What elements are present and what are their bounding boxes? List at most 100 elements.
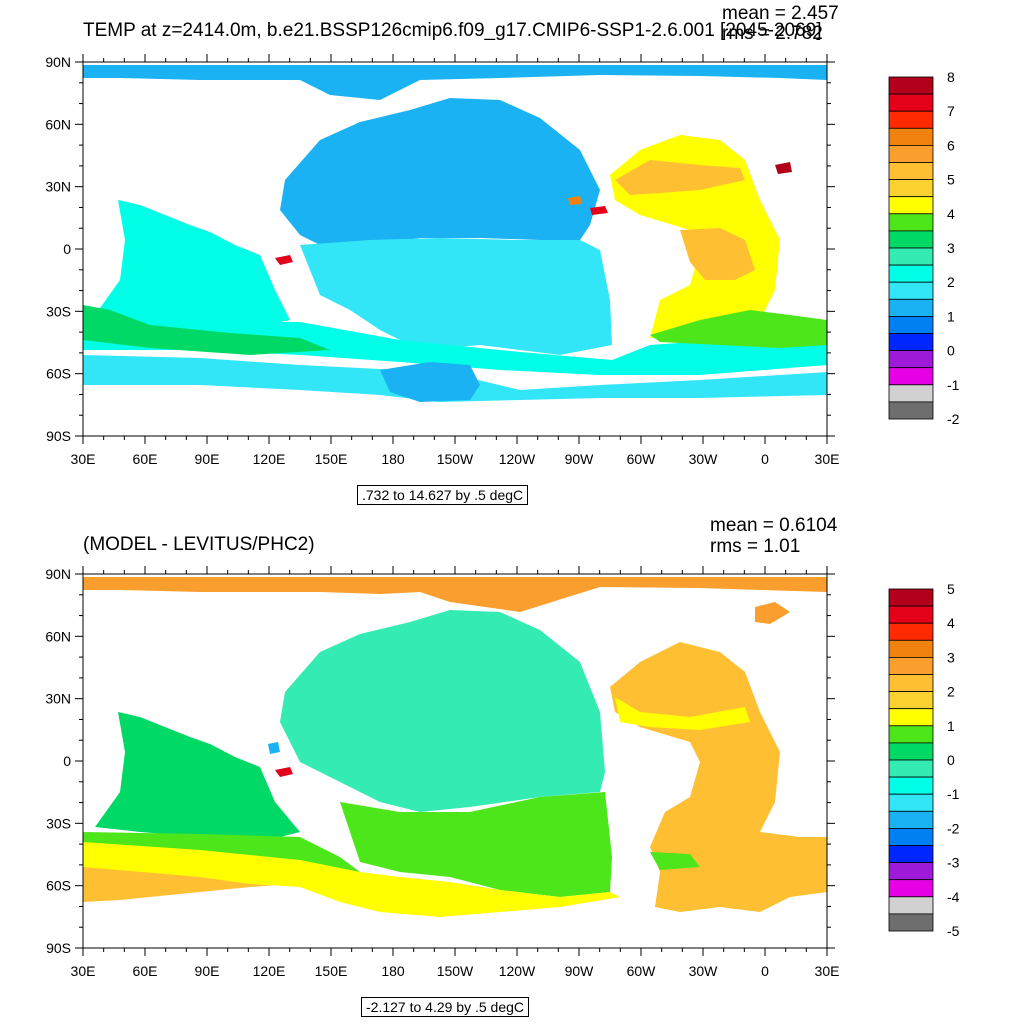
top-atlantic-north	[615, 160, 745, 195]
colorbar-swatch	[888, 264, 934, 283]
colorbar-swatch	[888, 179, 934, 198]
colorbar-swatch	[888, 162, 934, 181]
top-red-patch-3	[775, 162, 792, 174]
colorbar-swatch	[888, 76, 934, 95]
bottom-panel-title: (MODEL - LEVITUS/PHC2)	[83, 534, 315, 555]
colorbar-label: 6	[947, 137, 955, 153]
lon-tick-label: 150E	[315, 451, 348, 467]
colorbar-swatch	[888, 144, 934, 163]
colorbar-swatch	[888, 333, 934, 352]
top-red-patch-1	[275, 255, 293, 265]
colorbar-swatch	[888, 827, 934, 846]
colorbar-swatch	[888, 913, 934, 932]
bottom-arctic-ocean	[83, 577, 827, 612]
colorbar-label: 8	[947, 69, 955, 85]
bottom-southern-green-patch	[650, 852, 700, 870]
colorbar-label: -4	[947, 889, 960, 905]
colorbar-swatch	[888, 588, 934, 607]
bottom-orange-patch	[755, 602, 790, 624]
bottom-map-plot: 90N 60N 30N 0 30S 60S 90S 30E 60E 90E 120E 150E 180…	[45, 566, 960, 979]
top-blue-patch	[380, 362, 480, 402]
lon-tick-label: 90W	[565, 963, 595, 979]
colorbar-label: -5	[947, 923, 960, 939]
bottom-blue-patch	[268, 742, 280, 754]
colorbar-swatch	[888, 605, 934, 624]
lon-tick-label: 90W	[565, 451, 595, 467]
lon-tick-label: 0	[761, 963, 769, 979]
bottom-lat-ticks: 90N 60N 30N 0 30S 60S 90S	[45, 566, 835, 956]
colorbar-swatch	[888, 622, 934, 641]
bottom-contour-range: -2.127 to 4.29 by .5 degC	[361, 997, 529, 1017]
colorbar-label: 4	[947, 615, 955, 631]
colorbar-swatch	[888, 776, 934, 795]
lon-tick-label: 30E	[71, 963, 96, 979]
colorbar-label: 1	[947, 308, 955, 324]
lon-tick-label: 30W	[689, 451, 719, 467]
colorbar-swatch	[888, 656, 934, 675]
bottom-southern-yellow	[83, 842, 620, 917]
top-lat-ticks: 90N 60N 30N 0 30S 60S 90S	[45, 54, 835, 444]
bottom-lon-ticks: 30E 60E 90E 120E 150E 180 150W 120W 90W 60W 30W 0 30…	[71, 566, 840, 979]
top-ocean-fields	[83, 65, 827, 402]
colorbar-label: -1	[947, 377, 960, 393]
lat-tick-label: 90N	[45, 566, 71, 582]
colorbar-label: -2	[947, 820, 960, 836]
lat-tick-label: 90S	[46, 428, 71, 444]
top-south-pacific	[300, 238, 612, 355]
top-atlantic-green	[650, 310, 827, 348]
lat-tick-label: 0	[63, 753, 71, 769]
colorbar-swatch	[888, 879, 934, 898]
top-indian-ocean	[95, 200, 290, 330]
colorbar-swatch	[888, 845, 934, 864]
lat-tick-label: 0	[63, 241, 71, 257]
colorbar-label: 4	[947, 206, 955, 222]
bottom-indian-ocean	[95, 712, 300, 842]
bottom-red-patch	[275, 767, 293, 777]
lat-tick-label: 30N	[45, 691, 71, 707]
top-arctic-ocean	[83, 65, 827, 100]
lon-tick-label: 30E	[815, 451, 840, 467]
lat-tick-label: 30S	[46, 303, 71, 319]
lat-tick-label: 90N	[45, 54, 71, 70]
colorbar-label: 3	[947, 240, 955, 256]
colorbar-swatch	[888, 674, 934, 693]
bottom-panel: (MODEL - LEVITUS/PHC2) mean = 0.6104 rms…	[0, 512, 1024, 1024]
colorbar-label: 5	[947, 172, 955, 188]
lon-tick-label: 150W	[437, 963, 474, 979]
top-north-pacific	[280, 98, 600, 250]
colorbar-swatch	[888, 759, 934, 778]
colorbar-label: 2	[947, 684, 955, 700]
colorbar-label: -2	[947, 411, 960, 427]
lon-tick-label: 30E	[815, 963, 840, 979]
lat-tick-label: 60S	[46, 366, 71, 382]
colorbar-label: 5	[947, 581, 955, 597]
lon-tick-label: 60E	[133, 451, 158, 467]
bottom-ocean-fields	[83, 577, 827, 917]
top-panel: TEMP at z=2414.0m, b.e21.BSSP126cmip6.f0…	[45, 3, 960, 505]
colorbar-label: -3	[947, 855, 960, 871]
top-southern-green	[83, 305, 330, 355]
bottom-south-pacific	[340, 792, 612, 897]
colorbar-label: 0	[947, 752, 955, 768]
lat-tick-label: 30S	[46, 815, 71, 831]
colorbar-label: 7	[947, 103, 955, 119]
bottom-atlantic	[610, 642, 827, 912]
lat-tick-label: 60N	[45, 116, 71, 132]
bottom-colorbar: 5 4 3 2 1 0 -1 -2 -3 -4 -5	[888, 581, 960, 939]
bottom-mean-stat: mean = 0.6104	[710, 515, 838, 536]
colorbar-swatch	[888, 93, 934, 112]
colorbar-swatch	[888, 725, 934, 744]
lon-tick-label: 60W	[627, 451, 657, 467]
colorbar-swatch	[888, 639, 934, 658]
colorbar-swatch	[888, 127, 934, 146]
colorbar-swatch	[888, 862, 934, 881]
top-lon-ticks: 30E 60E 90E 120E 150E 180 150W 120W 90W 60W 30W 0 30…	[71, 54, 840, 467]
lon-tick-label: 120W	[499, 451, 536, 467]
top-orange-patch	[568, 196, 582, 205]
colorbar-label: 2	[947, 274, 955, 290]
bottom-atlantic-yellow	[615, 697, 750, 730]
lon-tick-label: 180	[381, 451, 405, 467]
top-rms-stat: rms = 2.782	[722, 23, 823, 44]
top-contour-range: .732 to 14.627 by .5 degC	[357, 485, 529, 505]
